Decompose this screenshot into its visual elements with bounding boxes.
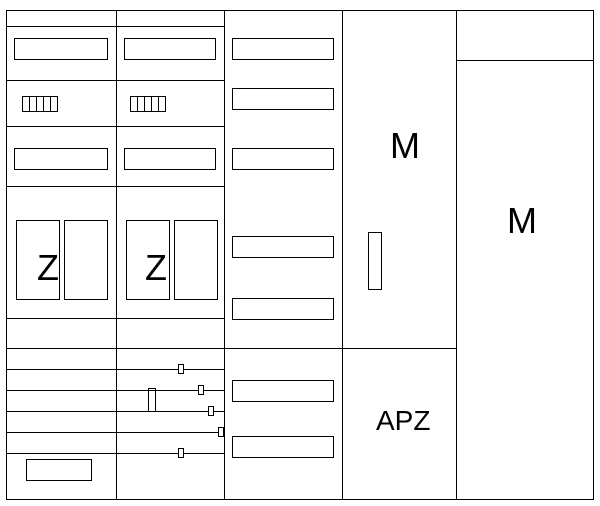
col4-div-0 [342, 348, 456, 349]
col1-slot-1 [14, 148, 108, 170]
col2-row-1 [116, 390, 224, 391]
m-col5-label: M [507, 200, 537, 242]
col2-row-4 [116, 453, 224, 454]
col1-row-0 [6, 369, 116, 370]
col1-row-4 [6, 453, 116, 454]
comb-1 [130, 96, 166, 112]
col1-row-2 [6, 411, 116, 412]
col1-row-1 [6, 390, 116, 391]
col1-innersep-2 [6, 126, 116, 127]
col3-div-0 [224, 348, 342, 349]
col2-row-3 [116, 432, 224, 433]
vdiv-2 [342, 10, 343, 500]
m-col4-label: M [390, 125, 420, 167]
apz-label: APZ [376, 405, 430, 437]
col2-hsec-0 [116, 26, 224, 27]
col2-hsec-2 [116, 318, 224, 319]
col2-innersep-1 [116, 80, 224, 81]
col2-slot-3 [174, 220, 218, 300]
col3-slot-2 [232, 148, 334, 170]
z-right-label: Z [145, 247, 167, 289]
tick-4 [178, 448, 184, 458]
col2-slot-0 [124, 38, 216, 60]
col1-slot-3 [64, 220, 108, 300]
col3-slot-6 [232, 436, 334, 458]
tick-3 [218, 427, 224, 437]
col3-slot-4 [232, 298, 334, 320]
tick-0 [178, 364, 184, 374]
col2-hsec-3 [116, 348, 224, 349]
col1-hsec-1 [6, 186, 116, 187]
small-rect-0 [148, 388, 156, 412]
col2-slot-1 [124, 148, 216, 170]
small-rect-1 [368, 232, 382, 290]
col1-row-3 [6, 432, 116, 433]
col1-slot-0 [14, 38, 108, 60]
col5-div-0 [456, 60, 594, 61]
vdiv-1 [224, 10, 225, 500]
col1-slot-4 [26, 459, 92, 481]
vdiv-3 [456, 10, 457, 500]
z-left-label: Z [37, 247, 59, 289]
col1-hsec-0 [6, 26, 116, 27]
comb-0 [22, 96, 58, 112]
vdiv-0 [116, 10, 117, 500]
col2-row-0 [116, 369, 224, 370]
tick-2 [208, 406, 214, 416]
col1-hsec-2 [6, 318, 116, 319]
col2-innersep-2 [116, 126, 224, 127]
col1-innersep-1 [6, 80, 116, 81]
col3-slot-0 [232, 38, 334, 60]
col1-hsec-3 [6, 348, 116, 349]
tick-1 [198, 385, 204, 395]
col3-slot-5 [232, 380, 334, 402]
col2-hsec-1 [116, 186, 224, 187]
col3-slot-1 [232, 88, 334, 110]
col3-slot-3 [232, 236, 334, 258]
